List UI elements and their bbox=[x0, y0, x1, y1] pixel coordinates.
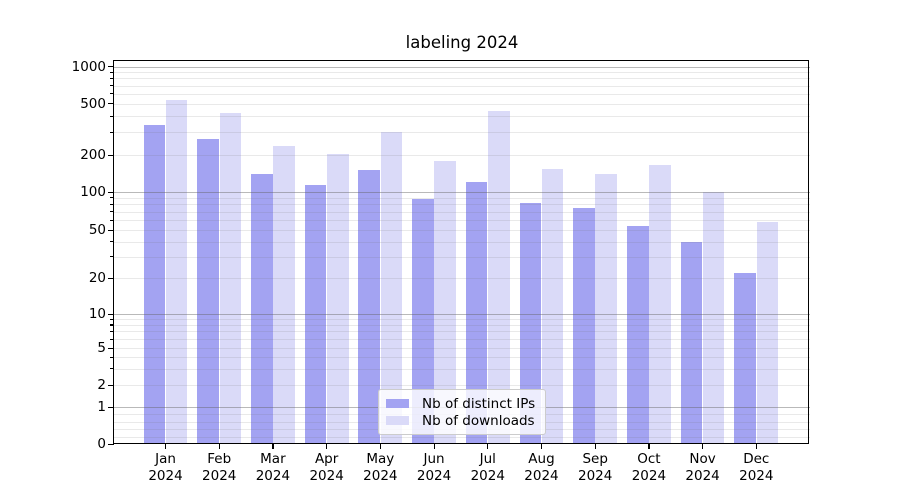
x-tick-label: Feb 2024 bbox=[202, 451, 237, 484]
x-tick-label: Mar 2024 bbox=[255, 451, 291, 484]
x-tick bbox=[648, 444, 650, 449]
x-tick bbox=[755, 444, 757, 449]
y-tick-label: 20 bbox=[88, 270, 106, 286]
x-tick bbox=[702, 444, 704, 449]
y-tick-label: 0 bbox=[97, 436, 106, 452]
x-tick-label: Aug 2024 bbox=[524, 451, 559, 484]
y-tick-label: 1000 bbox=[71, 58, 106, 75]
x-tick bbox=[594, 444, 596, 449]
x-tick bbox=[165, 444, 167, 449]
x-tick bbox=[272, 444, 274, 449]
x-tick-label: Jul 2024 bbox=[470, 451, 505, 484]
y-tick-label: 200 bbox=[80, 147, 106, 163]
x-tick-label: Sep 2024 bbox=[577, 451, 613, 484]
legend-label-downloads: Nb of downloads bbox=[422, 412, 535, 429]
x-tick bbox=[433, 444, 435, 449]
x-tick-label: May 2024 bbox=[363, 451, 398, 484]
legend-item-distinct-ips: Nb of distinct IPs bbox=[386, 395, 537, 412]
x-tick-label: Nov 2024 bbox=[685, 451, 720, 484]
y-tick-label: 2 bbox=[97, 377, 106, 393]
y-tick-label: 5 bbox=[97, 340, 106, 356]
legend-label-distinct-ips: Nb of distinct IPs bbox=[422, 395, 536, 412]
x-tick bbox=[540, 444, 543, 449]
x-tick bbox=[218, 444, 220, 449]
legend-item-downloads: Nb of downloads bbox=[386, 412, 537, 429]
x-tick-label: Apr 2024 bbox=[309, 451, 344, 484]
y-tick-label: 1 bbox=[97, 399, 106, 415]
x-tick-label: Jan 2024 bbox=[148, 451, 183, 484]
x-tick-label: Jun 2024 bbox=[416, 451, 452, 484]
x-tick bbox=[379, 444, 382, 449]
x-tick bbox=[326, 444, 328, 449]
legend: Nb of distinct IPs Nb of downloads bbox=[378, 389, 546, 435]
x-tick bbox=[487, 444, 489, 449]
plot-frame bbox=[113, 60, 809, 444]
chart-title: labeling 2024 bbox=[405, 33, 519, 52]
legend-swatch-downloads bbox=[386, 416, 409, 425]
x-tick-label: Oct 2024 bbox=[631, 451, 667, 484]
x-tick-label: Dec 2024 bbox=[739, 451, 774, 484]
y-tick-label: 100 bbox=[80, 184, 106, 200]
y-tick-label: 10 bbox=[88, 306, 106, 322]
legend-swatch-distinct-ips bbox=[386, 399, 409, 408]
y-tick-label: 50 bbox=[88, 222, 106, 238]
y-tick-label: 500 bbox=[80, 95, 106, 112]
